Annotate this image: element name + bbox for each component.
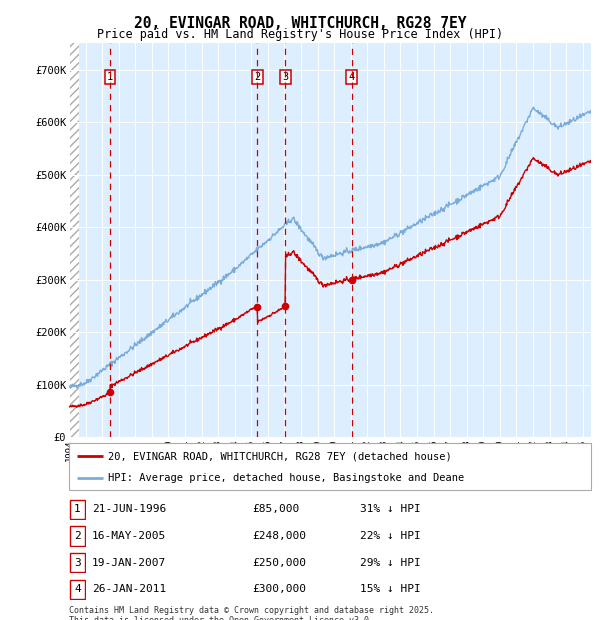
Text: 2: 2: [74, 531, 81, 541]
FancyBboxPatch shape: [70, 553, 85, 572]
Text: 21-JUN-1996: 21-JUN-1996: [92, 504, 166, 515]
Text: 31% ↓ HPI: 31% ↓ HPI: [360, 504, 421, 515]
Text: 3: 3: [74, 557, 81, 568]
Text: 4: 4: [349, 72, 355, 82]
FancyBboxPatch shape: [70, 580, 85, 599]
Text: 29% ↓ HPI: 29% ↓ HPI: [360, 557, 421, 568]
Text: 3: 3: [282, 72, 289, 82]
Text: £250,000: £250,000: [252, 557, 306, 568]
Text: HPI: Average price, detached house, Basingstoke and Deane: HPI: Average price, detached house, Basi…: [108, 472, 464, 483]
FancyBboxPatch shape: [69, 443, 591, 490]
Text: 19-JAN-2007: 19-JAN-2007: [92, 557, 166, 568]
FancyBboxPatch shape: [70, 500, 85, 519]
Text: 20, EVINGAR ROAD, WHITCHURCH, RG28 7EY: 20, EVINGAR ROAD, WHITCHURCH, RG28 7EY: [134, 16, 466, 30]
FancyBboxPatch shape: [70, 526, 85, 546]
Text: £85,000: £85,000: [252, 504, 299, 515]
Text: 22% ↓ HPI: 22% ↓ HPI: [360, 531, 421, 541]
Text: 16-MAY-2005: 16-MAY-2005: [92, 531, 166, 541]
Text: 4: 4: [74, 584, 81, 595]
Text: Price paid vs. HM Land Registry's House Price Index (HPI): Price paid vs. HM Land Registry's House …: [97, 28, 503, 41]
Text: £300,000: £300,000: [252, 584, 306, 595]
Text: 26-JAN-2011: 26-JAN-2011: [92, 584, 166, 595]
Text: 1: 1: [74, 504, 81, 515]
Bar: [69, 43, 79, 437]
Text: Contains HM Land Registry data © Crown copyright and database right 2025.
This d: Contains HM Land Registry data © Crown c…: [69, 606, 434, 620]
Text: 15% ↓ HPI: 15% ↓ HPI: [360, 584, 421, 595]
Text: 20, EVINGAR ROAD, WHITCHURCH, RG28 7EY (detached house): 20, EVINGAR ROAD, WHITCHURCH, RG28 7EY (…: [108, 451, 452, 461]
Text: 2: 2: [254, 72, 260, 82]
Text: 1: 1: [107, 72, 113, 82]
Text: £248,000: £248,000: [252, 531, 306, 541]
